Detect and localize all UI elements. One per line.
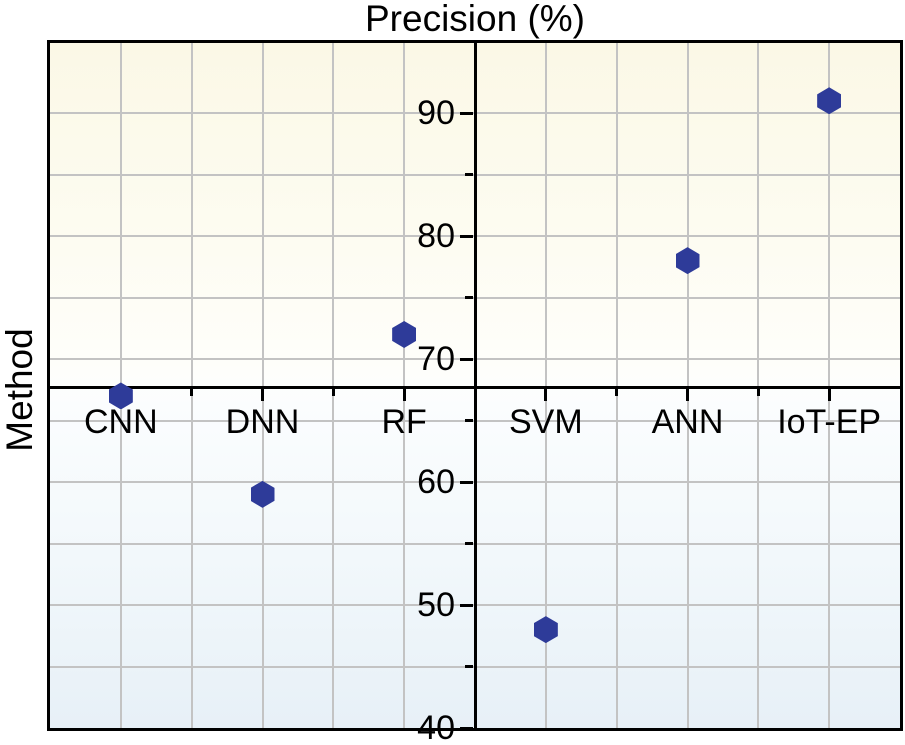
data-point-iot-ep [817,87,842,115]
x-minor-tick [615,388,619,396]
y-minor-tick [465,419,473,423]
y-tick-label: 80 [417,217,455,256]
x-minor-tick [756,388,760,396]
category-label: CNN [84,403,158,442]
x-major-tick [402,388,406,401]
x-major-tick [827,388,831,401]
y-tick-label: 70 [417,340,455,379]
vertical-gridline [261,43,264,728]
category-label: ANN [651,403,724,442]
x-axis-line [50,385,900,389]
vertical-gridline [757,43,760,728]
y-tick-label: 60 [417,463,455,502]
data-point-svm [533,616,558,644]
y-minor-tick [465,296,473,300]
y-minor-tick [465,542,473,546]
y-major-tick [460,357,473,361]
x-minor-tick [190,388,194,396]
chart-title: Precision (%) [365,0,585,39]
data-point-dnn [250,480,275,508]
y-axis-label-method: Method [0,328,40,452]
y-tick-label: 50 [417,586,455,625]
x-major-tick [686,388,689,401]
y-axis-line [473,43,477,728]
y-major-tick [460,111,473,115]
vertical-gridline [615,43,618,728]
category-label: DNN [225,403,300,442]
x-major-tick [544,388,548,401]
plot-area: 40 50 60 70 80 90 CNN DNN RF SVM ANN IoT-EP [47,40,903,745]
y-major-tick [460,234,473,238]
category-label: IoT-EP [777,403,882,442]
vertical-gridline [686,43,689,728]
x-minor-tick [331,388,335,396]
vertical-gridline [828,43,831,728]
y-major-tick [460,603,473,607]
y-major-tick [460,726,473,730]
category-label: SVM [508,403,583,442]
y-minor-tick [465,665,473,668]
vertical-gridline [190,43,193,728]
y-tick-label: 90 [417,94,455,133]
vertical-gridline [403,43,406,728]
category-label: RF [381,403,427,442]
x-major-tick [261,388,264,401]
data-point-ann [675,247,700,275]
y-major-tick [460,480,473,484]
vertical-gridline [332,43,335,728]
y-tick-label: 40 [417,709,455,745]
vertical-gridline [544,43,547,728]
y-minor-tick [465,173,473,177]
